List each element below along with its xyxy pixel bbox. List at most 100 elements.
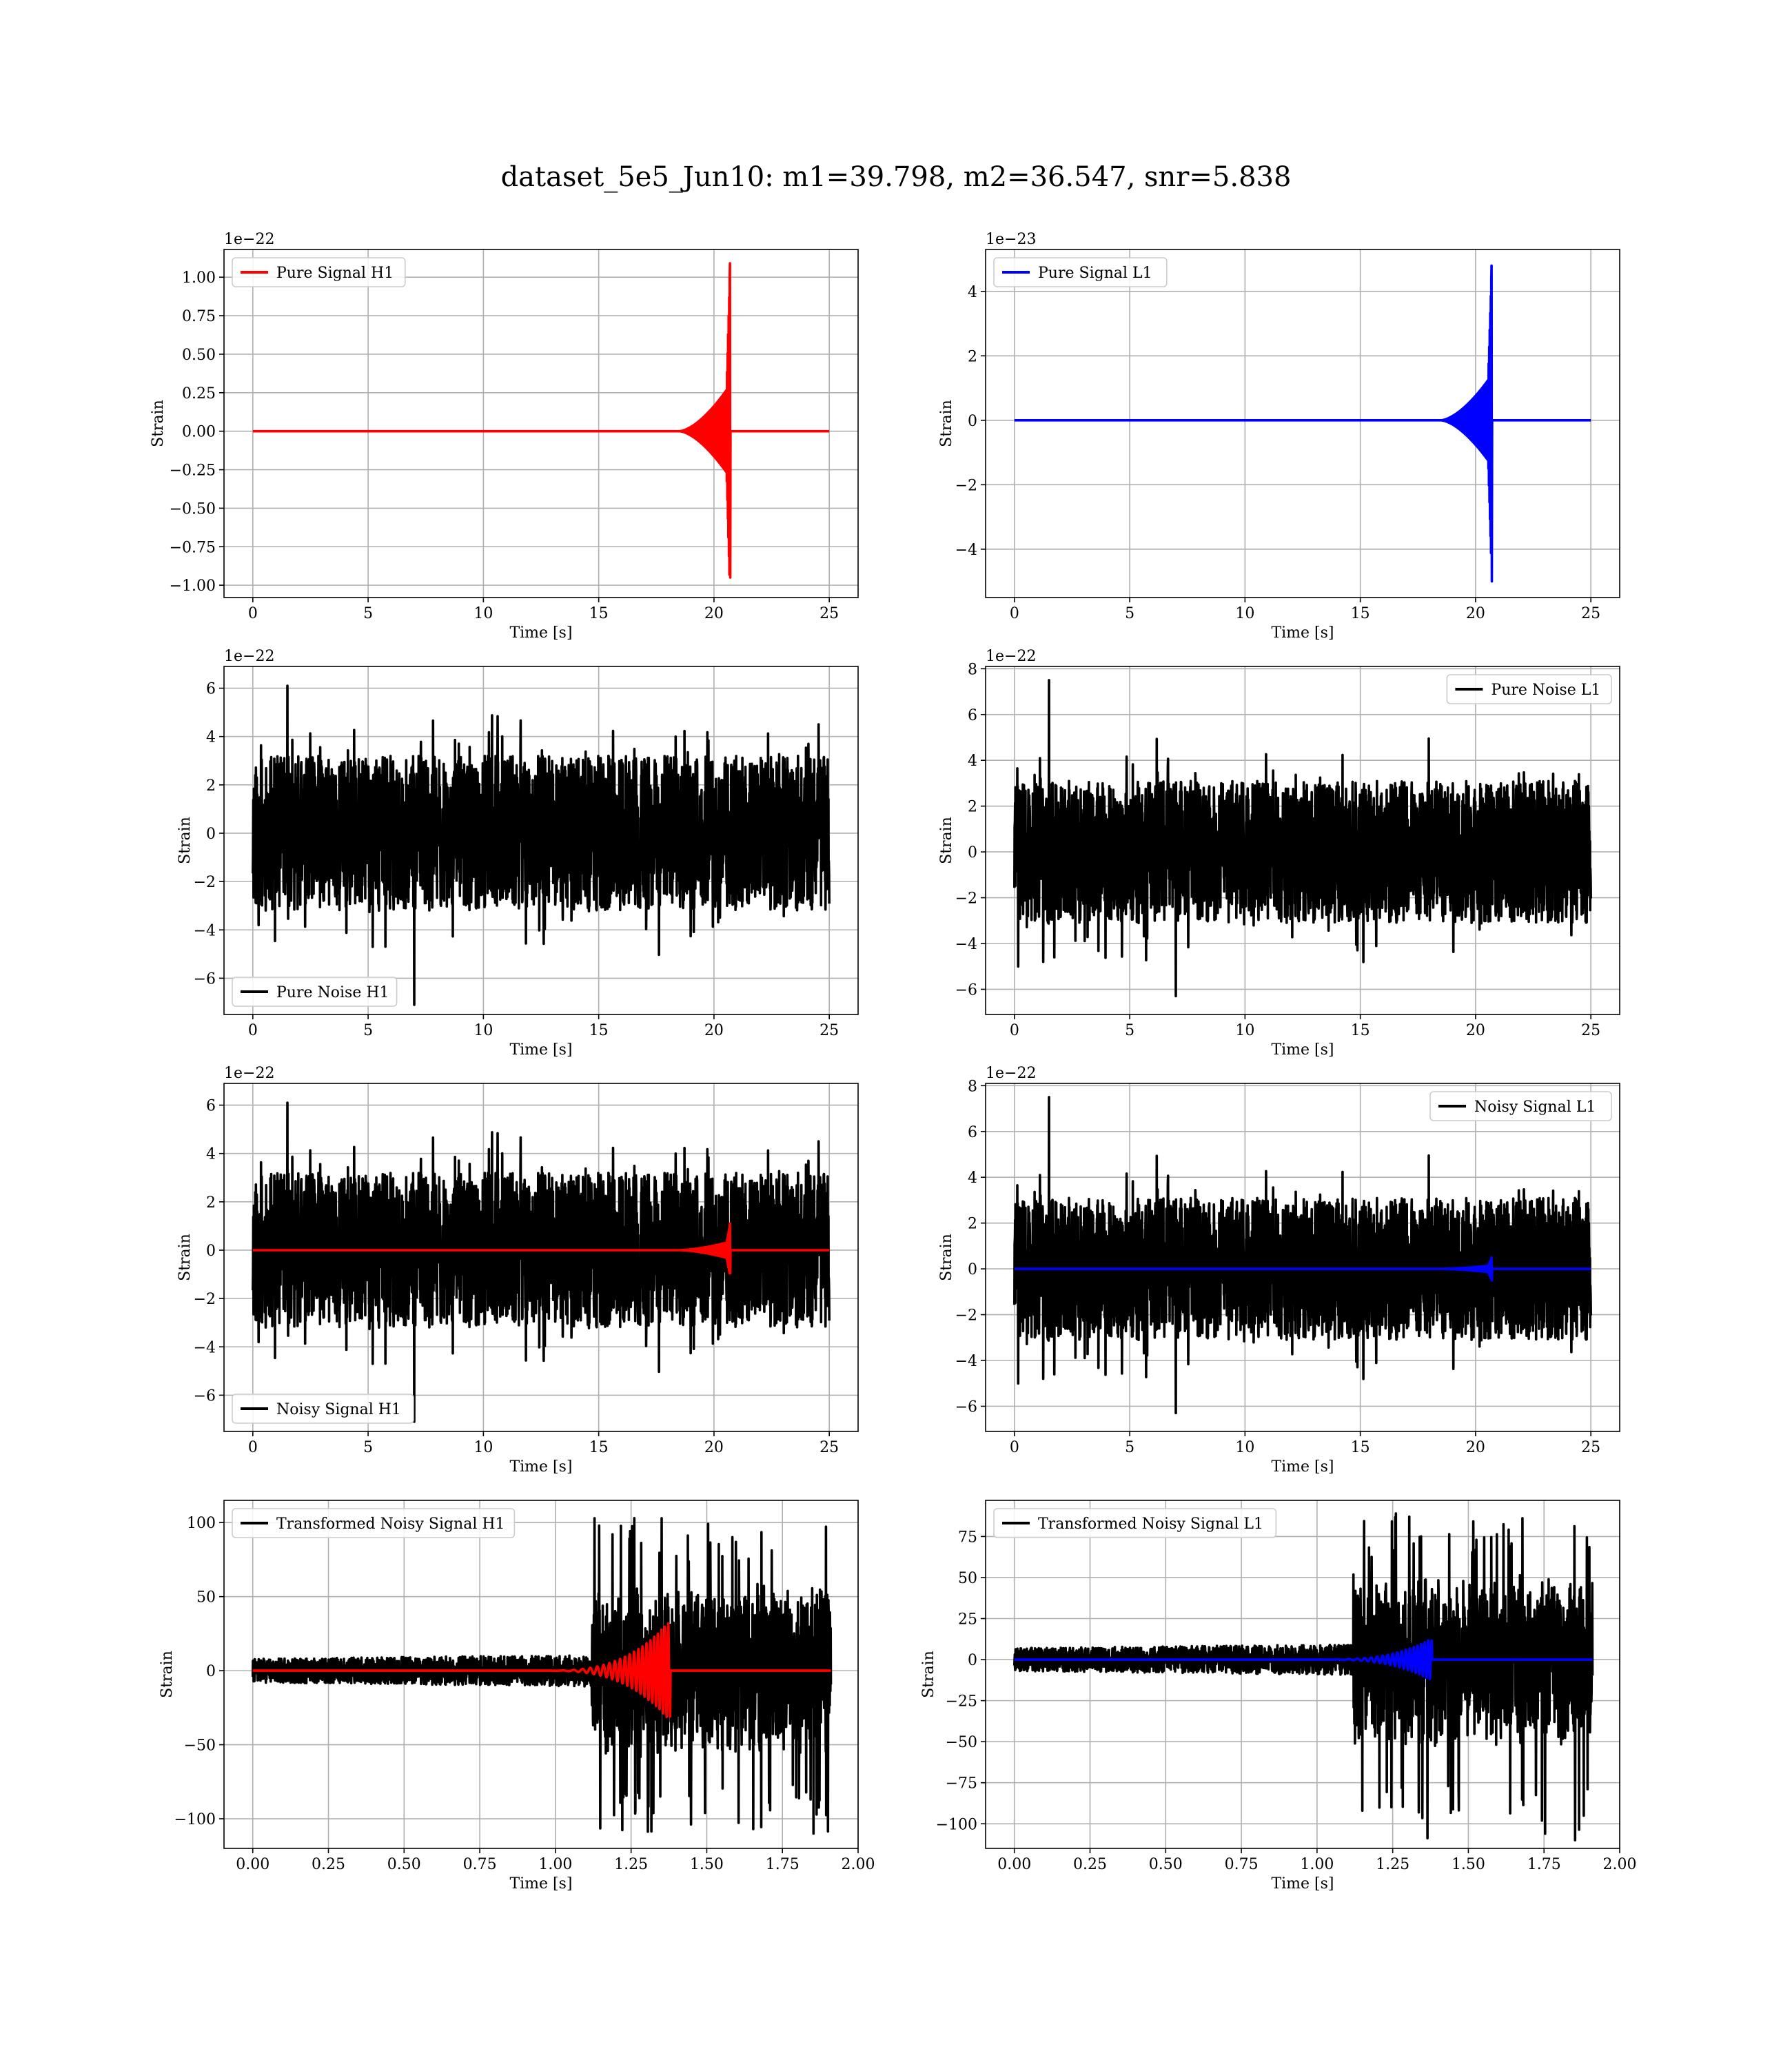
x-tick-label: 0.50 (1149, 1856, 1183, 1873)
y-axis-label: Strain (176, 1234, 194, 1281)
y-axis-label: Strain (920, 1651, 937, 1698)
x-tick-label: 1.00 (538, 1856, 572, 1873)
y-tick-label: 2 (968, 1216, 977, 1233)
y-tick-label: −0.25 (170, 462, 216, 480)
x-tick-label: 0.25 (1073, 1856, 1107, 1873)
x-tick-label: 2.00 (1603, 1856, 1637, 1873)
legend-box (232, 1394, 414, 1424)
axes-frame (223, 249, 859, 598)
axes-frame (985, 1083, 1620, 1432)
y-tick-label: 0.75 (182, 308, 216, 325)
series-line-transformed-noisy-signal-h1 (251, 1517, 833, 1835)
legend-label: Noisy Signal H1 (276, 1401, 401, 1418)
legend-box (232, 257, 406, 287)
legend-label: Pure Noise L1 (1491, 682, 1600, 699)
subplot-pure-signal-l1: 0 5 10 15 20 25 −4 −2 0 2 4 Time [s] Strain 1e−23Pure… (938, 231, 1620, 642)
y-tick-label: −50 (946, 1734, 977, 1751)
legend-box (232, 977, 398, 1007)
y-axis-label: Strain (938, 400, 955, 447)
legend-box (993, 257, 1168, 287)
x-tick-label: 25 (819, 605, 839, 622)
subplot-pure-noise-h1: 0 5 10 15 20 25 −6 −4 −2 0 2 4 6 Time [s] Strain 1e−22 P… (176, 648, 859, 1059)
y-tick-label: −6 (955, 1398, 977, 1416)
y-axis-label: Strain (938, 817, 955, 864)
x-tick-label: 1.25 (1376, 1856, 1409, 1873)
y-tick-label: −6 (955, 981, 977, 999)
y-tick-label: −0.50 (170, 500, 216, 518)
legend: Transformed Noisy Signal L1 (993, 1508, 1277, 1538)
series-line-noisy-signal-l1-overlay (1013, 1256, 1592, 1282)
x-tick-label: 0 (1010, 1439, 1019, 1456)
y-tick-label: 4 (206, 1146, 216, 1163)
y-tick-label: −4 (194, 922, 216, 939)
x-tick-label: 15 (589, 1439, 609, 1456)
x-tick-label: 10 (1235, 1022, 1254, 1039)
y-axis-label: Strain (150, 400, 167, 447)
series-line-noisy-signal-l1 (1013, 1096, 1592, 1415)
axes-frame (223, 1500, 859, 1849)
y-tick-label: 4 (206, 729, 216, 746)
x-tick-label: 5 (363, 605, 373, 622)
x-tick-label: 5 (1125, 1439, 1134, 1456)
y-tick-label: 2 (206, 1194, 216, 1212)
x-tick-label: 1.50 (690, 1856, 724, 1873)
x-axis-label: Time [s] (509, 1041, 572, 1059)
y-tick-label: 4 (968, 284, 977, 301)
y-tick-label: 0.00 (182, 424, 216, 441)
y-tick-label: −6 (194, 970, 216, 988)
y-tick-label: 6 (206, 1098, 216, 1115)
x-tick-label: 0 (248, 605, 258, 622)
y-tick-label: 6 (968, 1124, 977, 1141)
y-tick-label: −1.00 (170, 578, 216, 595)
x-tick-label: 0 (248, 1439, 258, 1456)
figure-title: dataset_5e5_Jun10: m1=39.798, m2=36.547,… (501, 161, 1292, 193)
x-tick-label: 20 (1466, 605, 1485, 622)
axes-frame (985, 1500, 1620, 1849)
y-tick-label: −2 (955, 1307, 977, 1325)
y-tick-label: 25 (958, 1611, 977, 1629)
y-tick-label: −4 (955, 542, 977, 559)
x-tick-label: 5 (1125, 605, 1134, 622)
legend-label: Noisy Signal L1 (1474, 1099, 1596, 1116)
x-tick-label: 15 (589, 1022, 609, 1039)
y-tick-label: 1.00 (182, 269, 216, 287)
plot-area (251, 1517, 833, 1835)
x-tick-label: 0.50 (387, 1856, 421, 1873)
y-tick-label: 2 (968, 348, 977, 365)
x-tick-label: 0.25 (312, 1856, 345, 1873)
legend-label: Pure Signal L1 (1038, 265, 1152, 282)
y-offset-label: 1e−22 (986, 1065, 1036, 1082)
y-tick-label: 6 (968, 707, 977, 724)
y-axis-label: Strain (938, 1234, 955, 1281)
x-tick-label: 5 (363, 1439, 373, 1456)
x-tick-label: 2.00 (842, 1856, 875, 1873)
x-tick-label: 10 (474, 605, 493, 622)
plot-area (252, 684, 831, 1006)
subplot-pure-noise-l1: 0 5 10 15 20 25 −6 −4 −2 0 2 4 6 8 Time [s] Strain 1e−22… (938, 648, 1620, 1059)
x-tick-label: 20 (704, 1439, 724, 1456)
series-line-pure-signal-l1 (1013, 264, 1592, 583)
subplot-pure-signal-h1: 0 5 10 15 20 25 −1.00 −0.75 −0.50 −0.25 0.00 0.25 0.… (150, 231, 859, 642)
y-tick-label: 6 (206, 681, 216, 698)
legend: Transformed Noisy Signal H1 (232, 1508, 516, 1538)
y-tick-label: −100 (936, 1816, 977, 1833)
y-offset-label: 1e−23 (986, 231, 1036, 248)
plot-area (1013, 264, 1592, 583)
x-tick-label: 15 (1351, 605, 1370, 622)
series-line-pure-noise-h1 (252, 684, 831, 1006)
x-tick-label: 20 (704, 1022, 724, 1039)
legend: Pure Noise H1 (232, 977, 398, 1007)
y-offset-label: 1e−22 (986, 648, 1036, 665)
x-tick-label: 20 (704, 605, 724, 622)
y-tick-label: −2 (955, 477, 977, 494)
axes-frame (223, 666, 859, 1015)
x-axis-label: Time [s] (1271, 1458, 1334, 1476)
y-tick-label: 0 (968, 844, 977, 861)
y-tick-label: −100 (174, 1811, 216, 1828)
x-axis-label: Time [s] (509, 624, 572, 642)
series-line-pure-signal-h1 (252, 262, 831, 579)
legend-label: Pure Signal H1 (276, 265, 394, 282)
legend-label: Transformed Noisy Signal H1 (276, 1516, 505, 1533)
x-tick-label: 25 (819, 1439, 839, 1456)
